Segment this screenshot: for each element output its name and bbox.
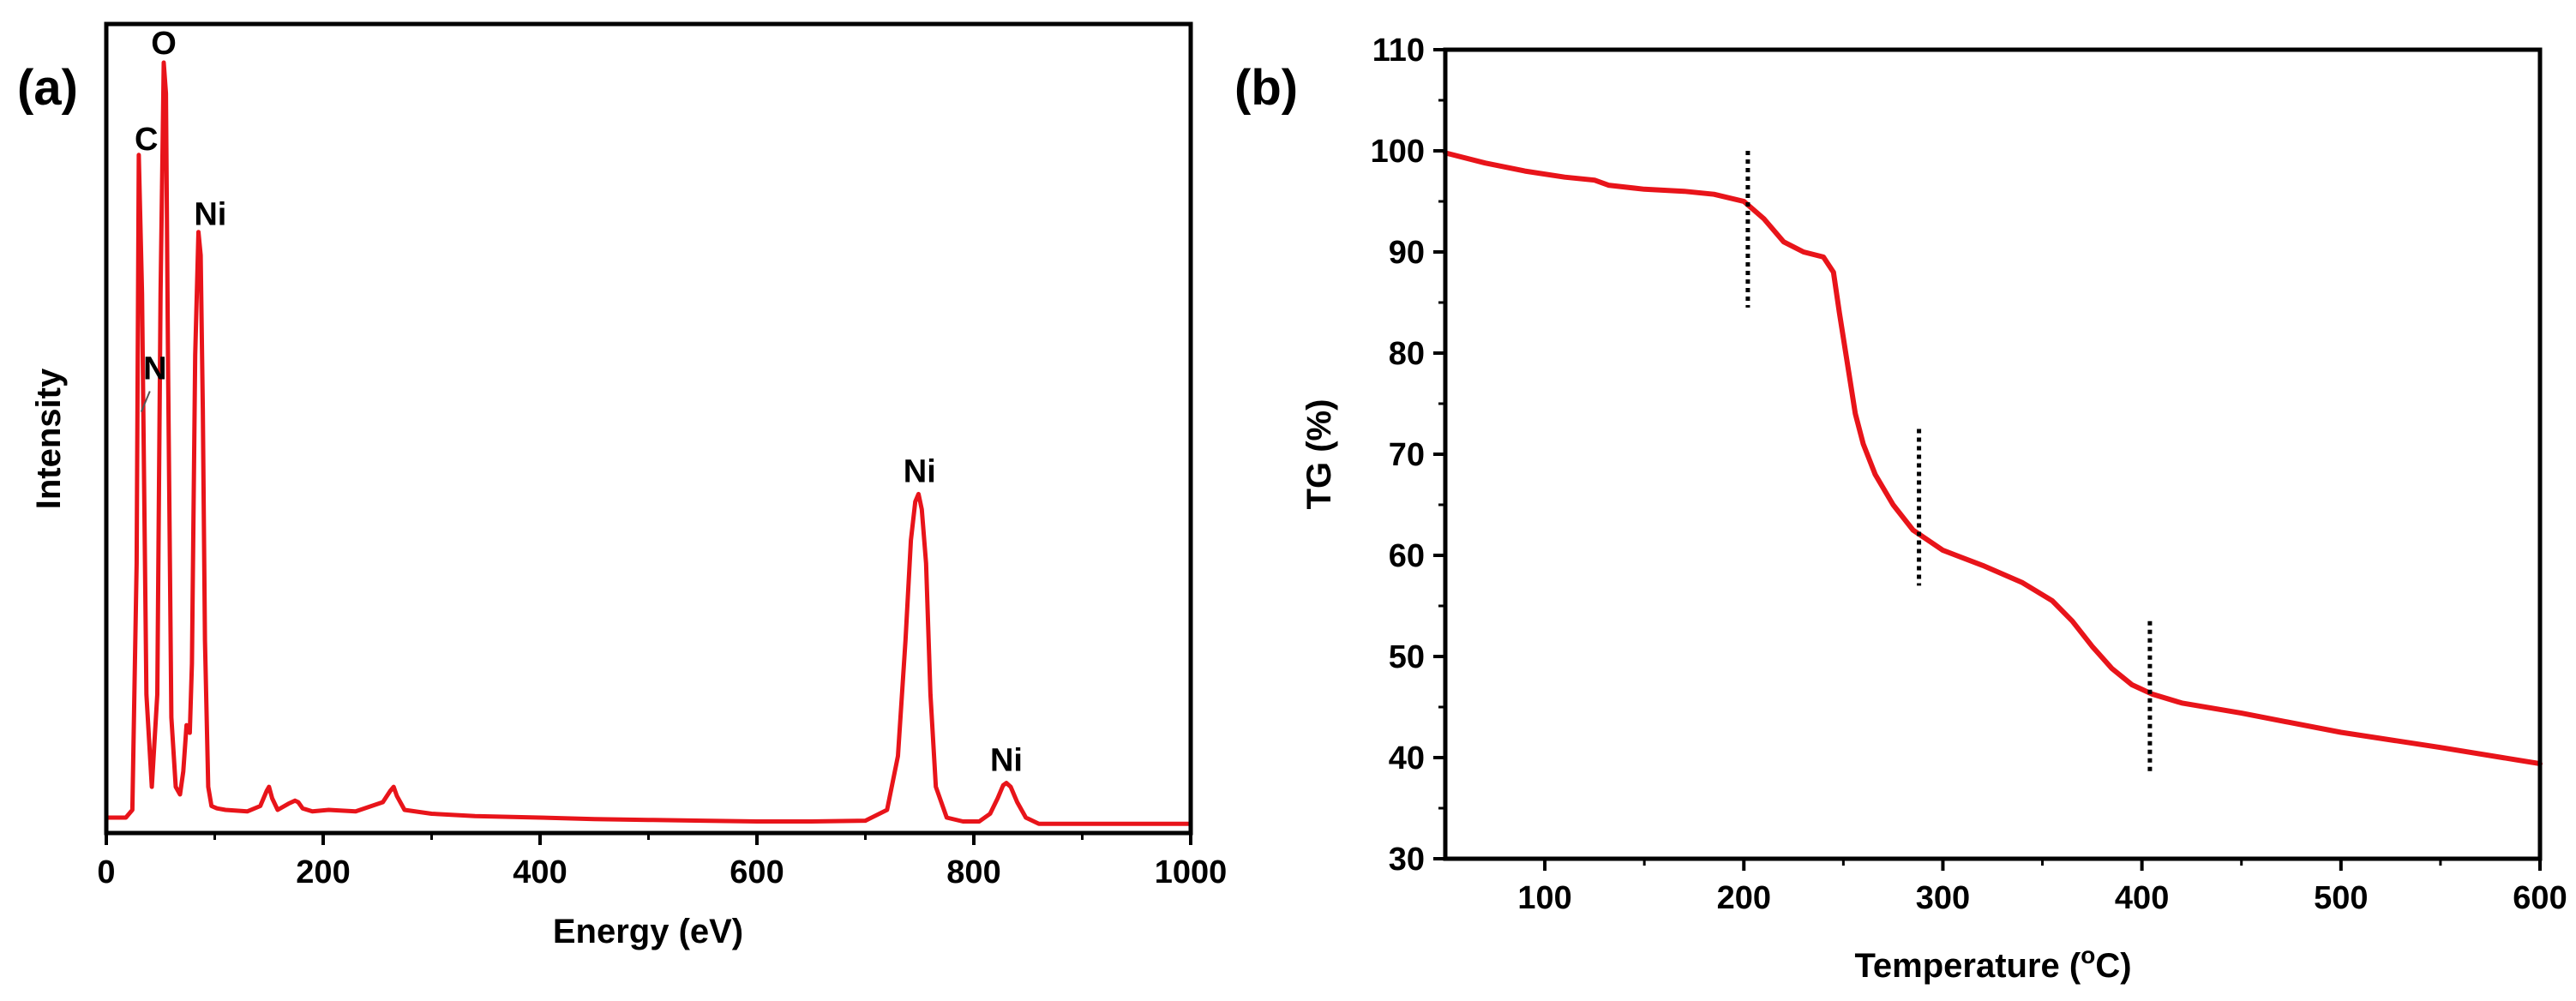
panel-b-markers bbox=[1745, 151, 2153, 773]
panel-b-y-tick-label: 60 bbox=[1389, 538, 1425, 574]
panel-a-x-tick-label: 600 bbox=[730, 854, 784, 890]
panel-a-x-tick-label: 400 bbox=[513, 854, 567, 890]
panel-b-series bbox=[1443, 150, 2543, 767]
panel-a-peak-label-2: N bbox=[143, 351, 166, 387]
panel-b-x-axis-title-start: Temperature ( bbox=[1854, 947, 2081, 985]
panel-b-label: (b) bbox=[1234, 60, 1298, 116]
panel-b-y-tick-label: 100 bbox=[1371, 134, 1425, 170]
panel-a-x-tick-label: 0 bbox=[97, 854, 115, 890]
panel-b-x-axis-title-degree: o bbox=[2081, 942, 2095, 968]
panel-b-x-tick-label: 200 bbox=[1717, 880, 1771, 916]
panel-a: (a) C O N Ni Ni Ni 0 200 400 600 800 1000 Energy (… bbox=[17, 21, 1227, 950]
panel-b-series-line-0 bbox=[1443, 150, 2543, 767]
panel-a-x-axis: 0 200 400 600 800 1000 bbox=[97, 833, 1227, 890]
panel-b-x-axis-title: Temperature (oC) bbox=[1854, 942, 2131, 985]
panel-b-y-axis: 30 40 50 60 70 80 90 100 110 bbox=[1371, 33, 1445, 878]
panel-a-x-tick-label: 1000 bbox=[1155, 854, 1228, 890]
panel-a-x-axis-title: Energy (eV) bbox=[553, 913, 743, 950]
panel-b-x-tick-label: 100 bbox=[1517, 880, 1571, 916]
panel-a-series bbox=[106, 60, 1191, 826]
panel-a-x-tick-label: 800 bbox=[946, 854, 1000, 890]
panel-a-peak-label-0: C bbox=[135, 122, 158, 158]
panel-a-x-tick-label: 200 bbox=[296, 854, 350, 890]
panel-b-y-tick-label: 50 bbox=[1389, 639, 1425, 675]
panel-b-x-tick-label: 600 bbox=[2513, 880, 2567, 916]
panel-a-peak-label-4: Ni bbox=[904, 453, 936, 489]
panel-b-y-tick-label: 70 bbox=[1389, 437, 1425, 473]
panel-a-peak-label-3: Ni bbox=[194, 197, 226, 233]
panel-a-n-leader-line bbox=[140, 391, 151, 412]
panel-a-peak-label-5: Ni bbox=[990, 743, 1023, 779]
panel-b-x-tick-label: 400 bbox=[2115, 880, 2169, 916]
panel-b-y-tick-label: 90 bbox=[1389, 235, 1425, 271]
panel-b-x-axis-title-end: C) bbox=[2095, 947, 2131, 985]
panel-a-label: (a) bbox=[17, 60, 78, 116]
panel-b-y-tick-label: 40 bbox=[1389, 740, 1425, 776]
panel-a-peak-label-1: O bbox=[151, 26, 177, 62]
panel-b-x-tick-label: 300 bbox=[1916, 880, 1970, 916]
panel-b-y-axis-title: TG (%) bbox=[1300, 399, 1338, 510]
panel-b-y-tick-label: 30 bbox=[1389, 842, 1425, 878]
panel-a-frame bbox=[104, 21, 1193, 836]
panel-a-annotations: C O N Ni Ni Ni bbox=[135, 26, 1023, 779]
panel-a-y-axis-title: Intensity bbox=[30, 368, 68, 509]
panel-a-series-line-0 bbox=[106, 60, 1191, 826]
panel-b: (b) 100 200 300 400 500 600 30 40 50 60 70 80 90 100… bbox=[1234, 33, 2567, 985]
panel-b-x-axis: 100 200 300 400 500 600 bbox=[1517, 859, 2567, 916]
panel-b-y-tick-label: 110 bbox=[1372, 33, 1425, 69]
panel-b-x-tick-label: 500 bbox=[2314, 880, 2368, 916]
panel-b-y-tick-label: 80 bbox=[1389, 336, 1425, 372]
